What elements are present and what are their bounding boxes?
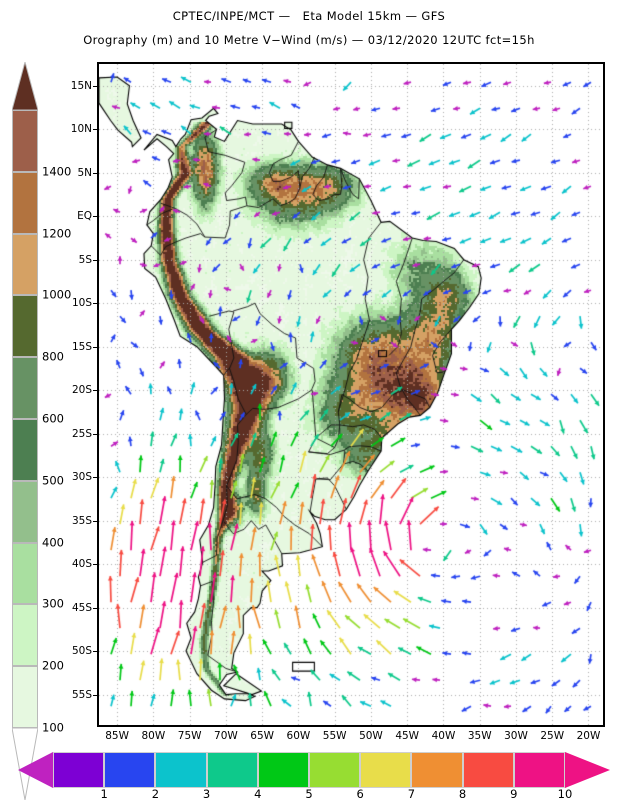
orography-tick-label: 500 <box>42 473 64 488</box>
wind-scale-under-range-tip <box>18 752 53 792</box>
orography-colorbar-swatch <box>12 110 38 172</box>
latitude-label: 10S <box>71 296 92 309</box>
longitude-label: 40W <box>431 730 456 742</box>
latitude-label: 25S <box>71 427 92 440</box>
orography-colorbar-swatch <box>12 419 38 481</box>
latitude-tick <box>93 346 98 348</box>
latitude-tick <box>93 216 98 218</box>
orography-tick-label: 1200 <box>42 225 72 240</box>
latitude-tick <box>93 694 98 696</box>
latitude-label: 10N <box>70 122 92 135</box>
latitude-label: EQ <box>77 209 92 222</box>
orography-tick-label: 1000 <box>42 287 72 302</box>
map-canvas <box>99 64 603 725</box>
latitude-tick <box>93 520 98 522</box>
wind-speed-colorbar: 1 2 3 4 5 6 7 8 9 10 <box>0 748 618 800</box>
orography-tick-label: 600 <box>42 411 64 426</box>
latitude-tick <box>93 651 98 653</box>
longitude-label: 60W <box>286 730 311 742</box>
wind-scale-tick-label: 8 <box>458 787 467 801</box>
longitude-label: 20W <box>576 730 601 742</box>
longitude-label: 25W <box>540 730 565 742</box>
wind-scale-tick-label: 1 <box>100 787 108 801</box>
orography-tick-label: 400 <box>42 534 64 549</box>
wind-scale-over-range-tip <box>565 752 610 792</box>
latitude-label: 35S <box>71 514 92 527</box>
latitude-label: 45S <box>71 601 92 614</box>
longitude-label: 45W <box>395 730 420 742</box>
wind-scale-swatch <box>53 752 105 788</box>
latitude-label: 5S <box>78 253 92 266</box>
orography-colorbar-swatch <box>12 604 38 667</box>
wind-scale-swatch <box>513 752 565 788</box>
longitude-label: 85W <box>105 730 129 742</box>
orography-tick-label: 100 <box>42 720 64 735</box>
longitude-label: 75W <box>177 730 202 742</box>
latitude-tick <box>93 564 98 566</box>
wind-scale-swatch <box>411 752 463 788</box>
wind-scale-tick-label: 6 <box>356 787 364 801</box>
map-plot-area <box>97 62 605 727</box>
orography-colorbar-swatch <box>12 295 38 358</box>
latitude-label: 15S <box>71 340 92 353</box>
latitude-label: 40S <box>71 557 92 570</box>
latitude-label: 50S <box>71 644 92 657</box>
field-title: Orography (m) and 10 Metre V−Wind (m/s) … <box>83 33 535 47</box>
wind-scale-tick-label: 4 <box>254 787 262 801</box>
orography-colorbar-swatch <box>12 542 38 605</box>
orography-tick-label: 300 <box>42 596 64 611</box>
orography-colorbar-swatch <box>12 357 38 419</box>
latitude-tick <box>93 129 98 131</box>
longitude-label: 55W <box>322 730 347 742</box>
longitude-label: 30W <box>504 730 528 742</box>
wind-scale-swatch <box>155 752 207 788</box>
orography-tick-label: 200 <box>42 658 64 673</box>
wind-scale-tick-label: 9 <box>510 787 518 801</box>
orography-colorbar: 1400 1200 1000 800 600 500 400 300 200 100 <box>6 58 72 801</box>
latitude-label: 55S <box>71 688 92 701</box>
wind-scale-swatch <box>206 752 258 788</box>
orography-colorbar-swatch <box>12 480 38 543</box>
latitude-label: 5N <box>77 166 92 179</box>
model-title: CPTEC/INPE/MCT — Eta Model 15km — GFS <box>172 9 446 23</box>
wind-scale-tick-label: 5 <box>305 787 313 801</box>
longitude-label: 65W <box>250 730 275 742</box>
wind-scale-swatch <box>104 752 156 788</box>
latitude-tick <box>93 259 98 261</box>
wind-scale-swatch <box>257 752 309 788</box>
orography-colorbar-swatch <box>12 666 38 728</box>
orography-tick-label: 800 <box>42 349 64 364</box>
orography-colorbar-swatch <box>12 171 38 234</box>
latitude-tick <box>93 390 98 392</box>
longitude-label: 80W <box>141 730 166 742</box>
wind-scale-tick-label: 10 <box>557 787 573 801</box>
wind-scale-tick-label: 7 <box>407 787 416 801</box>
latitude-label: 15N <box>70 79 92 92</box>
latitude-tick <box>93 433 98 435</box>
wind-scale-swatch <box>360 752 412 788</box>
latitude-tick <box>93 477 98 479</box>
latitude-label: 30S <box>71 470 92 483</box>
orography-over-range-tip <box>11 60 39 111</box>
wind-scale-tick-label: 2 <box>151 787 160 801</box>
latitude-tick <box>93 85 98 87</box>
wind-scale-swatch <box>309 752 361 788</box>
latitude-tick <box>93 607 98 609</box>
orography-colorbar-swatch <box>12 233 38 296</box>
wind-scale-swatch <box>462 752 514 788</box>
latitude-tick <box>93 172 98 174</box>
longitude-label: 35W <box>467 730 492 742</box>
latitude-tick <box>93 303 98 305</box>
orography-tick-label: 1400 <box>42 164 72 179</box>
longitude-label: 50W <box>359 730 383 742</box>
latitude-label: 20S <box>71 383 92 396</box>
wind-scale-tick-label: 3 <box>202 787 211 801</box>
longitude-label: 70W <box>214 730 238 742</box>
title-block: CPTEC/INPE/MCT — Eta Model 15km — GFS Or… <box>0 0 618 47</box>
